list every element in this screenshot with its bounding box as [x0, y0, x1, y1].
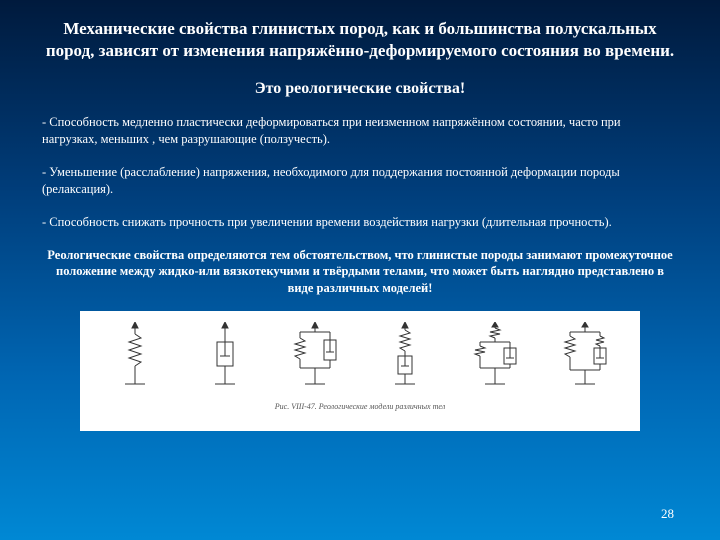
slide-title: Механические свойства глинистых пород, к… [42, 18, 678, 62]
model-newton [195, 321, 255, 401]
model-combined-1 [465, 321, 525, 401]
rheological-models-diagram: Рис. VIII-47. Реологические модели разли… [80, 311, 640, 431]
model-kelvin [285, 321, 345, 401]
bullet-relaxation: - Уменьшение (расслабление) напряжения, … [42, 164, 678, 198]
page-number: 28 [661, 506, 674, 522]
model-combined-2 [555, 321, 615, 401]
model-maxwell [375, 321, 435, 401]
model-hooke [105, 321, 165, 401]
bullet-strength: - Способность снижать прочность при увел… [42, 214, 678, 231]
bullet-creep: - Способность медленно пластически дефор… [42, 114, 678, 148]
slide-subtitle: Это реологические свойства! [42, 80, 678, 98]
summary-text: Реологические свойства определяются тем … [42, 247, 678, 298]
diagram-models-row [80, 311, 640, 401]
diagram-caption: Рис. VIII-47. Реологические модели разли… [80, 401, 640, 414]
